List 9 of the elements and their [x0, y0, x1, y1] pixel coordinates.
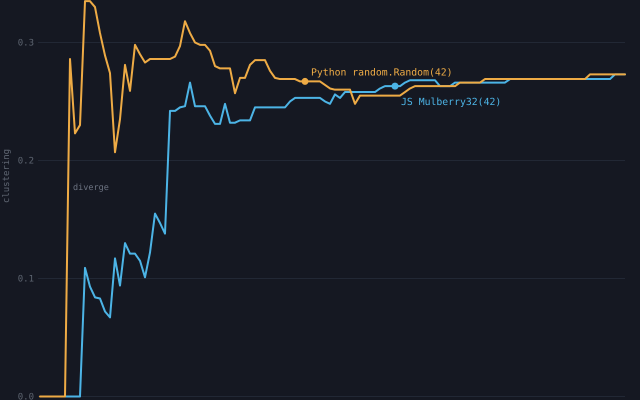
- y-tick-label: 0.0: [18, 392, 34, 400]
- y-tick-label: 0.3: [18, 38, 34, 49]
- y-tick-label: 0.2: [18, 156, 34, 167]
- y-tick-label: 0.1: [18, 274, 34, 285]
- annotation: diverge: [73, 183, 109, 193]
- line-series: [39, 0, 626, 398]
- y-axis-title: clustering: [2, 148, 12, 204]
- series-label: JS Mulberry32(42): [401, 97, 502, 108]
- series-label: Python random.Random(42): [311, 67, 453, 78]
